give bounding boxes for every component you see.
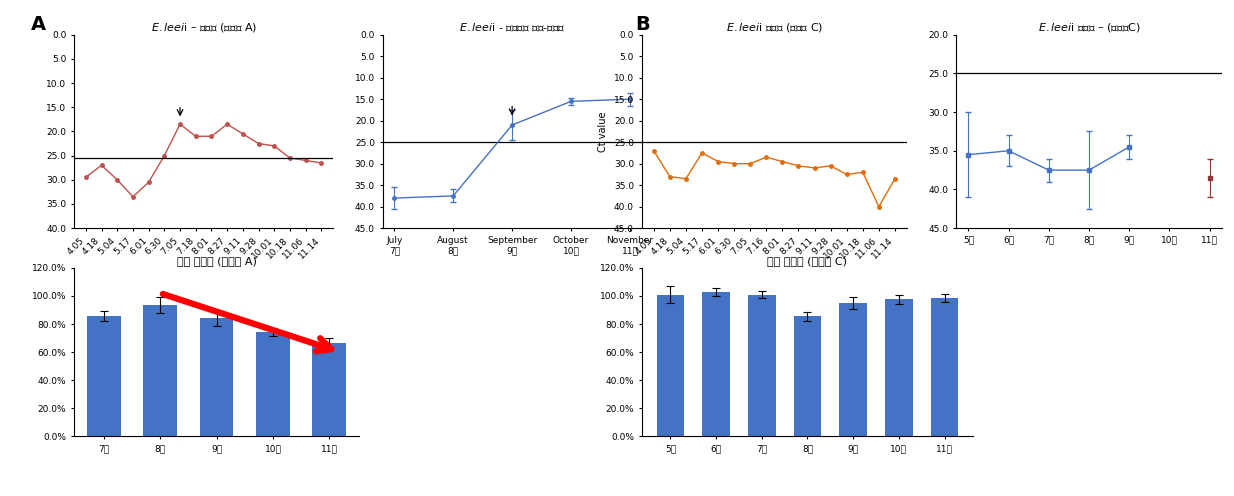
Legend: 양어장 B: 양어장 B <box>176 269 231 286</box>
Bar <box>793 316 821 436</box>
Bar <box>312 343 347 436</box>
Title: 상대 비만도 (양어장 C): 상대 비만도 (양어장 C) <box>768 255 848 266</box>
Legend: 양어장 C: 양어장 C <box>748 269 801 286</box>
Bar <box>86 316 121 436</box>
Y-axis label: Ct value: Ct value <box>598 111 608 152</box>
Bar <box>656 295 684 436</box>
Title: 상대 비만도 (양어장 A): 상대 비만도 (양어장 A) <box>176 255 257 266</box>
Title: $\mathit{E. leei}$i – 사육수 (양어장 A): $\mathit{E. leei}$i – 사육수 (양어장 A) <box>151 21 257 34</box>
Text: A: A <box>31 15 46 34</box>
Bar <box>930 298 959 436</box>
Title: $\mathit{E. leei}$i 장조직 – (양어장C): $\mathit{E. leei}$i 장조직 – (양어장C) <box>1038 21 1140 34</box>
Bar <box>748 295 775 436</box>
Bar <box>885 300 913 436</box>
Title: $\mathit{E. leei}$i 사육수 (양어장 C): $\mathit{E. leei}$i 사육수 (양어장 C) <box>726 21 823 34</box>
Bar <box>255 332 290 436</box>
Bar <box>143 305 178 436</box>
Title: $\mathit{E. leei}$i - 유전자량 변화-장조직: $\mathit{E. leei}$i - 유전자량 변화-장조직 <box>459 21 565 33</box>
Bar <box>702 292 729 436</box>
Text: B: B <box>636 15 650 34</box>
Bar <box>839 303 866 436</box>
Bar <box>200 318 233 436</box>
